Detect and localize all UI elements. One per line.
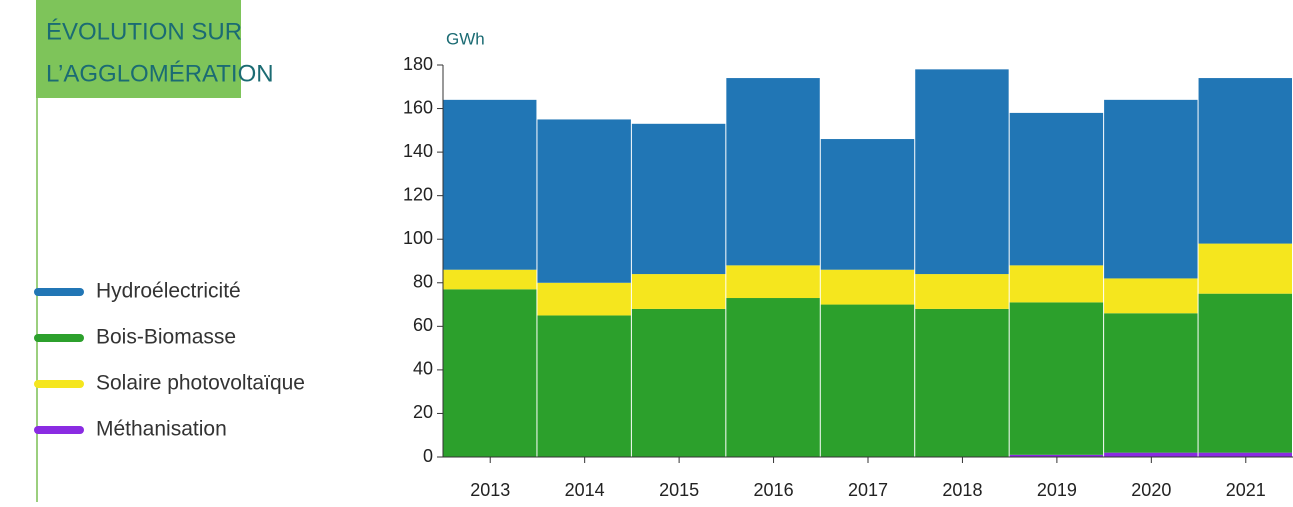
bar-segment (1009, 265, 1104, 303)
bar-segment (1198, 243, 1292, 294)
bar-segment (820, 139, 915, 270)
bar-segment (1198, 78, 1292, 244)
bar-segment (537, 119, 631, 283)
bar-segment (443, 289, 537, 457)
bar-segment (820, 269, 915, 305)
y-axis-label: GWh (446, 29, 485, 48)
bar-segment (726, 298, 820, 457)
legend-label: Solaire photovoltaïque (96, 372, 305, 395)
bar-segment (726, 78, 820, 266)
bar-segment (537, 315, 631, 457)
y-tick-label: 0 (423, 446, 433, 466)
y-tick-label: 80 (413, 272, 433, 292)
bar-segment (1198, 452, 1292, 457)
bar-segment (1104, 99, 1198, 279)
x-tick-label: 2016 (754, 480, 794, 500)
bar-segment (726, 265, 820, 299)
bar-segment (915, 69, 1009, 275)
y-tick-label: 140 (403, 141, 433, 161)
legend-label: Méthanisation (96, 418, 227, 441)
bar-segment (1104, 452, 1198, 457)
bar-segment (631, 123, 726, 275)
y-tick-label: 20 (413, 402, 433, 422)
x-tick-label: 2013 (470, 480, 510, 500)
chart-title: ÉVOLUTION SUR (46, 18, 242, 45)
x-tick-label: 2019 (1037, 480, 1077, 500)
y-tick-label: 40 (413, 359, 433, 379)
y-tick-label: 100 (403, 228, 433, 248)
x-tick-label: 2021 (1226, 480, 1266, 500)
bar-segment (820, 304, 915, 457)
bar-segment (443, 269, 537, 290)
bar-segment (1009, 112, 1104, 266)
bar-segment (1104, 278, 1198, 314)
x-tick-label: 2020 (1131, 480, 1171, 500)
x-tick-label: 2015 (659, 480, 699, 500)
bar-segment (631, 274, 726, 309)
x-tick-label: 2017 (848, 480, 888, 500)
bar-segment (1009, 302, 1104, 455)
bar-segment (915, 308, 1009, 457)
x-tick-label: 2018 (942, 480, 982, 500)
bar-segment (537, 282, 631, 316)
title-box (36, 0, 241, 98)
legend-label: Bois-Biomasse (96, 326, 236, 349)
x-tick-label: 2014 (565, 480, 605, 500)
legend-label: Hydroélectricité (96, 280, 241, 303)
chart-title: L’AGGLOMÉRATION (46, 60, 274, 87)
y-tick-label: 120 (403, 184, 433, 204)
y-tick-label: 160 (403, 97, 433, 117)
y-tick-label: 180 (403, 54, 433, 74)
bar-segment (1009, 454, 1104, 457)
bar-segment (1198, 293, 1292, 453)
bar-segment (1104, 313, 1198, 453)
bar-segment (443, 99, 537, 270)
bar-segment (631, 308, 726, 457)
bar-segment (915, 274, 1009, 309)
y-tick-label: 60 (413, 315, 433, 335)
